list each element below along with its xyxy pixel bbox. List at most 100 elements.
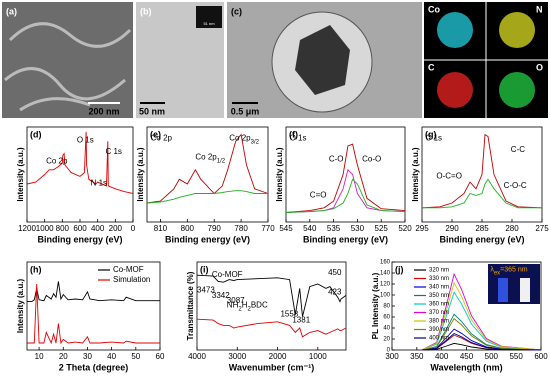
annotation-part: 3/2 [251,139,260,145]
series-line [27,283,160,345]
legend-label: 330 nm [429,276,449,282]
x-axis-label: Wavelength (nm) [430,362,502,372]
annotation-part: H [242,301,248,310]
annotation: Co 2p [46,157,68,166]
series-line [421,133,543,209]
annotation-part: 1558 [280,310,298,319]
y-tick-label: 100 [380,293,391,299]
y-axis-label: Transmittance (%) [186,271,195,340]
annotation-part: Co 2p [46,157,68,166]
x-tick-label: 3000 [228,352,246,361]
legend-label: 350 nm [429,293,449,299]
annotation: C-O [329,155,344,164]
x-tick-label: 790 [208,224,222,233]
x-tick-label: 200 [109,224,123,233]
sem-texture [4,22,132,112]
x-tick-label: 400 [435,352,449,361]
x-axis-label: Binding energy (eV) [439,234,524,244]
element-label: N [536,4,543,14]
x-tick-label: 540 [303,224,317,233]
x-axis-label: Binding energy (eV) [165,234,250,244]
annotation-part: C-O [329,155,344,164]
annotation-part: Co-MOF [212,270,243,279]
x-tick-label: 40 [107,352,116,361]
y-axis-label: Intensity (a.u.) [16,147,25,202]
annotation-part: N 1s [91,178,107,187]
x-tick-label: 520 [398,224,412,233]
annotation: C 1s [105,147,121,156]
series-line [285,178,406,213]
legend-label: 400 nm [429,336,449,342]
x-tick-label: 550 [509,352,523,361]
panel-label: (f) [289,129,298,139]
annotation-part: =365 nm [500,266,528,273]
y-tick-label: 80 [383,304,390,310]
annotation-part: O-C=O [436,172,462,181]
annotation-part: C-C [511,145,525,154]
x-tick-label: 1000 [36,224,54,233]
scale-label: 200 nm [88,106,119,116]
x-tick-label: 600 [73,224,87,233]
x-tick-label: 535 [327,224,341,233]
x-tick-label: 800 [56,224,70,233]
photo-inset [488,264,540,304]
annotation: 3087 [227,296,245,305]
legend-label: 380 nm [429,319,449,325]
panel-label: (b) [140,6,152,16]
annotation: Co-O [362,155,381,164]
map-n [499,12,535,48]
y-axis-label: PL Intensity (a.u.) [371,272,380,339]
annotation: N 1s [91,178,107,187]
annotation-part: O 1s [290,134,307,143]
annotation-part: λ [490,266,494,273]
legend-label: Simulation [113,275,150,284]
annotation-part: BDC [251,301,268,310]
annotation-part: O 1s [77,136,94,145]
particle-core [295,25,350,95]
x-tick-label: 600 [534,352,548,361]
y-tick-label: 60 [383,315,390,321]
annotation-part: Co 2p [195,153,217,162]
x-tick-label: 1200 [18,224,36,233]
annotation: 1381 [292,316,310,325]
x-tick-label: 0 [131,224,136,233]
annotation-part: C 1s [426,134,442,143]
panel-label: (i) [200,264,209,274]
scale-label: 0.5 μm [231,106,260,116]
y-tick-label: 0 [387,348,391,354]
saed-inset [196,6,222,28]
annotation-part: 1381 [292,316,310,325]
x-tick-label: 450 [460,352,474,361]
annotation: λex=365 nm [490,266,527,276]
series-line [421,317,542,351]
y-tick-label: 160 [380,260,391,266]
x-tick-label: 295 [415,224,429,233]
x-tick-label: 10 [35,352,44,361]
annotation: O-C=O [436,172,462,181]
panel-label: (d) [30,129,42,139]
y-tick-label: 140 [380,271,391,277]
x-tick-label: 350 [410,352,424,361]
x-tick-label: 2000 [269,352,287,361]
panel-label: (a) [6,6,17,16]
annotation: C-C [511,145,525,154]
x-tick-label: 290 [445,224,459,233]
annotation-part: C 1s [105,147,121,156]
series-line [421,291,542,351]
series-line [26,131,134,194]
annotation: Co 2p1/2 [195,153,225,164]
annotation-part: NH [227,301,239,310]
x-tick-label: 4000 [188,352,206,361]
series-line [421,272,542,351]
x-tick-label: 800 [181,224,195,233]
series-line [422,178,542,209]
legend-label: 320 nm [429,268,449,274]
y-axis-label: Intensity (a.u.) [16,279,25,334]
inset-scale: 51 nm [203,21,215,26]
series-line [146,190,268,204]
series-line [285,168,406,213]
annotation: O 1s [290,134,307,143]
panel-label: (g) [425,129,437,139]
series-line [285,143,406,213]
